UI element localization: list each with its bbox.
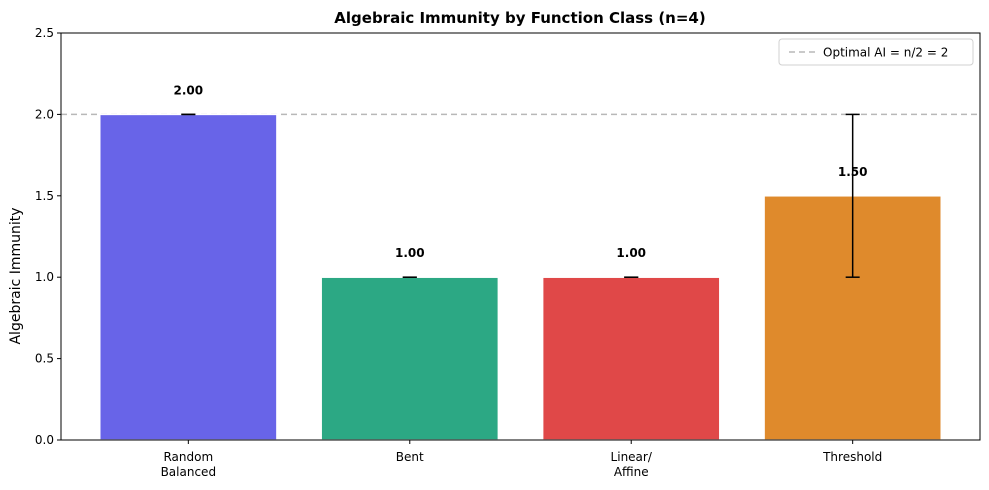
- y-tick-label: 2.5: [35, 26, 54, 40]
- y-tick-label: 2.0: [35, 107, 54, 121]
- bar-1: [320, 276, 500, 441]
- y-tick-label: 0.5: [35, 352, 54, 366]
- bar-2: [541, 276, 721, 441]
- y-tick-label: 0.0: [35, 433, 54, 447]
- x-tick-label: Threshold: [822, 450, 882, 464]
- value-label-2: 1.00: [616, 246, 646, 260]
- x-tick-label: Bent: [396, 450, 424, 464]
- value-label-0: 2.00: [174, 83, 204, 97]
- legend-reference-line-label: Optimal AI = n/2 = 2: [823, 46, 948, 60]
- x-tick-label-line: Affine: [614, 465, 649, 479]
- plot-frame: [60, 32, 981, 441]
- chart-marks: 2.00 1.00 1.00 1.50 0.0 0.5 1.0 1.5 2.0 2.5 Random…: [35, 26, 981, 479]
- legend-frame: [778, 38, 974, 66]
- chart-title: Algebraic Immunity by Function Class (n=…: [334, 9, 705, 27]
- error-bar-3: [845, 113, 860, 278]
- x-tick-label-line: Bent: [396, 450, 424, 464]
- x-tick-label-line: Random: [163, 450, 213, 464]
- x-tick-label-line: Linear/: [611, 450, 653, 464]
- bar-0: [99, 113, 278, 441]
- x-tick-label: Random Balanced: [161, 450, 216, 479]
- y-tick-label: 1.0: [35, 270, 54, 284]
- x-tick-label-line: Threshold: [822, 450, 882, 464]
- y-axis-title: Algebraic Immunity: [8, 207, 24, 344]
- value-label-3: 1.50: [838, 165, 868, 179]
- y-tick-label: 1.5: [35, 189, 54, 203]
- legend: Optimal AI = n/2 = 2: [778, 38, 974, 66]
- x-tick-label: Linear/Affine: [611, 450, 653, 479]
- x-tick-label-line: Balanced: [161, 465, 216, 479]
- value-label-1: 1.00: [395, 246, 425, 260]
